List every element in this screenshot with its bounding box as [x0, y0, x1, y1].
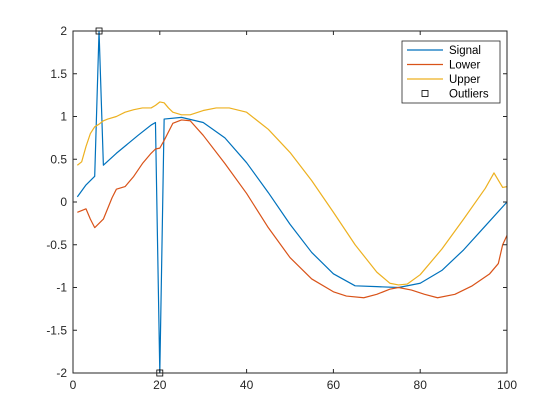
legend: Signal Lower Upper Outliers [401, 40, 501, 104]
series-line-signal [76, 30, 508, 374]
legend-label-lower: Lower [449, 60, 480, 72]
x-axis: 0 20 40 60 80 100 [70, 31, 517, 392]
y-tick-label: -1 [56, 281, 67, 295]
y-tick-label: 1 [60, 110, 67, 124]
series-line-lower [77, 119, 508, 299]
legend-label-upper: Upper [449, 74, 480, 86]
x-tick-label: 0 [70, 378, 77, 392]
x-tick-label: 60 [327, 378, 341, 392]
series-line-upper [76, 101, 508, 286]
x-tick-label: 40 [240, 378, 254, 392]
series-layer [76, 30, 508, 374]
y-tick-label: 0.5 [50, 152, 67, 166]
legend-label-outliers: Outliers [449, 89, 489, 101]
x-tick-label: 80 [414, 378, 428, 392]
y-tick-label: -0.5 [46, 238, 67, 252]
y-tick-label: 1.5 [50, 67, 67, 81]
y-tick-label: 2 [60, 24, 67, 38]
legend-swatch-outliers [421, 90, 429, 97]
legend-box [401, 40, 501, 104]
y-tick-label: -2 [56, 366, 67, 380]
x-tick-label: 100 [497, 378, 517, 392]
x-tick-label: 20 [153, 378, 167, 392]
y-tick-label: -1.5 [46, 323, 67, 337]
y-axis: -2 -1.5 -1 -0.5 0 0.5 1 1.5 2 [46, 24, 507, 380]
legend-label-signal: Signal [449, 45, 481, 57]
y-tick-label: 0 [60, 195, 67, 209]
